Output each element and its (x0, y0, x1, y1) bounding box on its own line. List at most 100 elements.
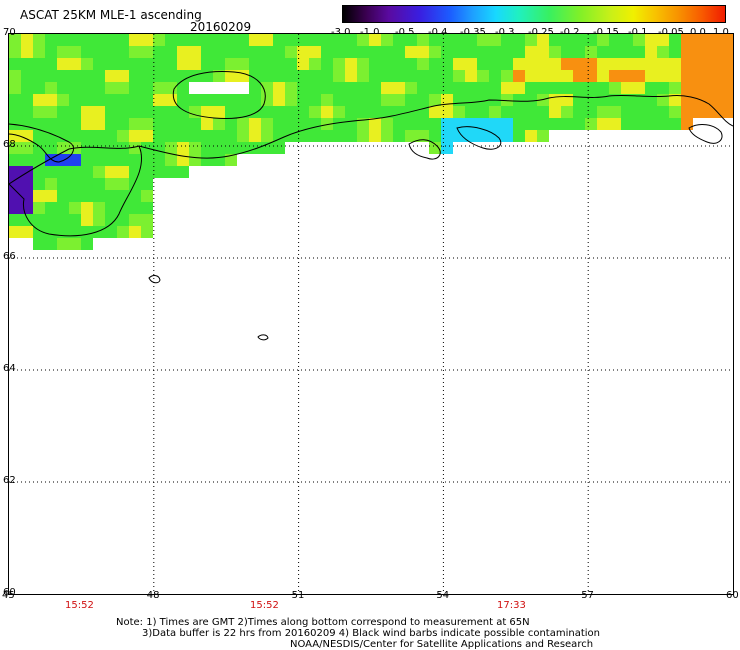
wind-pixel (93, 118, 105, 130)
wind-pixel (105, 34, 117, 46)
wind-pixel (177, 118, 189, 130)
wind-pixel (309, 70, 321, 82)
wind-pixel (69, 34, 81, 46)
wind-pixel (285, 70, 297, 82)
wind-pixel (621, 106, 633, 118)
wind-pixel (609, 58, 621, 70)
wind-pixel (513, 106, 525, 118)
wind-pixel (237, 94, 249, 106)
wind-pixel (45, 226, 57, 238)
wind-pixel (489, 82, 501, 94)
wind-pixel (453, 70, 465, 82)
wind-pixel (525, 118, 537, 130)
wind-pixel (597, 106, 609, 118)
wind-pixel (33, 118, 45, 130)
note-line-3: NOAA/NESDIS/Center for Satellite Applica… (290, 639, 594, 650)
wind-pixel (381, 58, 393, 70)
wind-pixel (225, 130, 237, 142)
color-scale-tick-label: 0.0 (690, 27, 706, 38)
wind-pixel (81, 94, 93, 106)
wind-pixel (81, 46, 93, 58)
wind-pixel (165, 70, 177, 82)
wind-pixel (645, 106, 657, 118)
wind-pixel (501, 34, 513, 46)
wind-pixel (153, 34, 165, 46)
wind-pixel (153, 166, 165, 178)
wind-pixel (261, 94, 273, 106)
wind-pixel (729, 58, 733, 70)
wind-pixel (525, 94, 537, 106)
wind-pixel (201, 130, 213, 142)
wind-pixel (657, 94, 669, 106)
wind-pixel (105, 178, 117, 190)
wind-pixel (657, 70, 669, 82)
wind-pixel (369, 118, 381, 130)
wind-pixel (141, 190, 153, 202)
wind-pixel (585, 46, 597, 58)
wind-pixel (9, 142, 21, 154)
wind-pixel (561, 82, 573, 94)
wind-pixel (309, 118, 321, 130)
island-east-b (456, 126, 502, 150)
wind-pixel (297, 106, 309, 118)
wind-pixel (453, 58, 465, 70)
wind-pixel (501, 58, 513, 70)
wind-pixel (729, 82, 733, 94)
wind-pixel (189, 142, 201, 154)
wind-pixel (333, 82, 345, 94)
wind-pixel (729, 106, 733, 118)
wind-pixel (105, 202, 117, 214)
wind-pixel (81, 214, 93, 226)
wind-pixel (285, 58, 297, 70)
wind-pixel (453, 94, 465, 106)
wind-pixel (33, 190, 45, 202)
wind-pixel (585, 34, 597, 46)
wind-pixel (141, 202, 153, 214)
wind-pixel (69, 58, 81, 70)
note-line-2: 3)Data buffer is 22 hrs from 20160209 4)… (142, 628, 600, 639)
wind-pixel (417, 70, 429, 82)
wind-pixel (345, 34, 357, 46)
wind-pixel (405, 130, 417, 142)
wind-pixel (33, 226, 45, 238)
wind-pixel (657, 82, 669, 94)
wind-pixel (57, 118, 69, 130)
wind-pixel (513, 82, 525, 94)
wind-pixel (201, 58, 213, 70)
wind-pixel (345, 46, 357, 58)
wind-pixel (117, 202, 129, 214)
wind-pixel (621, 118, 633, 130)
wind-pixel (273, 46, 285, 58)
wind-pixel (333, 34, 345, 46)
wind-pixel (573, 70, 585, 82)
wind-pixel (357, 82, 369, 94)
wind-pixel (105, 70, 117, 82)
wind-pixel (453, 46, 465, 58)
wind-pixel (249, 58, 261, 70)
wind-pixel (657, 58, 669, 70)
wind-pixel (345, 118, 357, 130)
wind-pixel (69, 94, 81, 106)
wind-pixel (561, 58, 573, 70)
wind-pixel (129, 94, 141, 106)
wind-pixel (153, 130, 165, 142)
wind-pixel (597, 82, 609, 94)
wind-pixel (477, 58, 489, 70)
wind-pixel (261, 34, 273, 46)
wind-pixel (45, 202, 57, 214)
map-canvas (9, 34, 733, 594)
wind-pixel (165, 130, 177, 142)
wind-pixel (237, 130, 249, 142)
wind-pixel (705, 46, 717, 58)
wind-pixel (141, 106, 153, 118)
wind-pixel (729, 70, 733, 82)
wind-pixel (69, 226, 81, 238)
wind-pixel (81, 238, 93, 250)
wind-pixel (429, 46, 441, 58)
wind-pixel (465, 94, 477, 106)
wind-pixel (417, 58, 429, 70)
wind-pixel (309, 34, 321, 46)
wind-pixel (33, 238, 45, 250)
wind-pixel (381, 130, 393, 142)
color-scale-tick-label: -1.0 (360, 27, 380, 38)
